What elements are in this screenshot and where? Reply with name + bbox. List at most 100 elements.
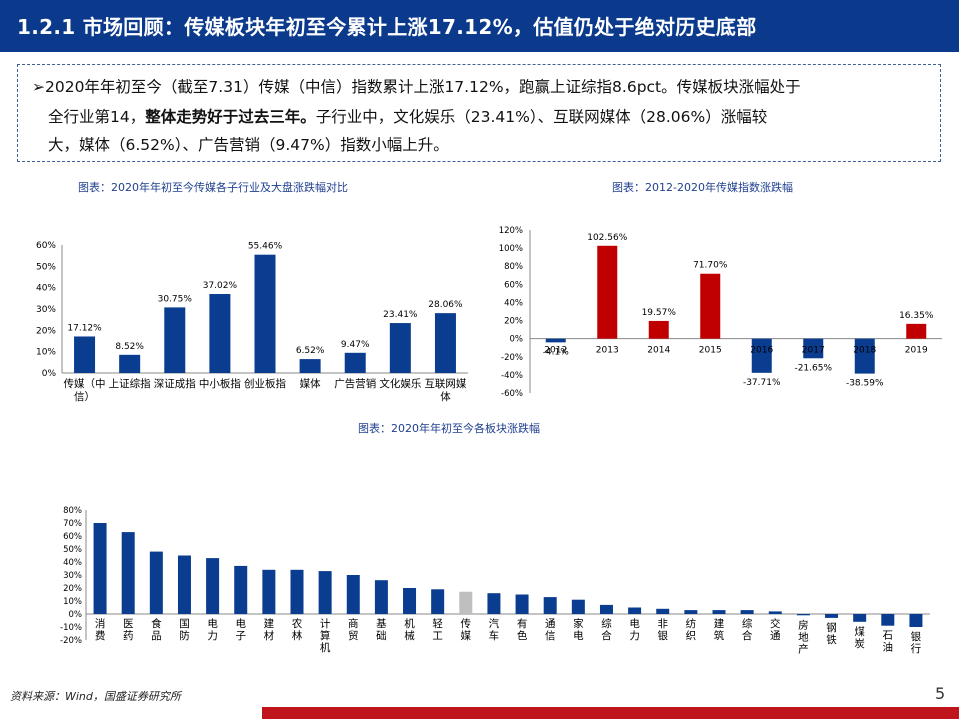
chart3-category-label-char: 电 [235, 617, 246, 630]
page-number: 5 [935, 684, 946, 703]
chart1-category-label: 创业板指 [244, 377, 286, 390]
chart3-category-label-char: 合 [742, 629, 753, 642]
chart2-y-tick-label: 80% [504, 262, 523, 272]
chart3-category-label-char: 通 [770, 630, 781, 642]
chart3-category-label-char: 力 [207, 629, 218, 642]
chart3-bar [712, 610, 726, 614]
chart3-category-label-char: 银 [911, 630, 922, 643]
chart1-data-label: 30.75% [158, 294, 193, 304]
chart-subindustry-comparison: 0% 10% 20% 30% 40% 50% 60% 17.12% 传媒（中信） 8.52% 上证综… [36, 241, 468, 403]
chart3-bar [234, 565, 248, 614]
chart1-category-label: 深证成指 [154, 377, 196, 390]
chart3-category-label-char: 子 [235, 630, 246, 642]
chart3-category-label-char: 汽 [489, 617, 500, 630]
chart2-data-label: -37.71% [743, 378, 781, 388]
chart2-bar [751, 338, 772, 373]
chart3-category-label-char: 础 [376, 630, 387, 642]
chart3-category-label-char: 合 [601, 629, 612, 642]
chart2-category-label: 2019 [905, 346, 928, 356]
chart3-category-label-char: 油 [883, 641, 894, 654]
summary-line-2-bold: 整体走势好于过去三年。 [145, 108, 316, 126]
chart3-category-label-char: 商 [348, 617, 359, 630]
chart1-data-label: 28.06% [428, 300, 463, 310]
chart3-y-tick-label: 40% [63, 558, 82, 568]
summary-line-2-post: 子行业中，文化娱乐（23.41%）、互联网媒体（28.06%）涨幅较 [315, 108, 768, 126]
chart3-category-label-char: 消 [95, 617, 106, 630]
title-banner: 1.2.1 市场回顾：传媒板块年初至今累计上涨17.12%，估值仍处于绝对历史底… [0, 0, 959, 52]
chart3-category-label-char: 产 [798, 642, 809, 655]
chart3-category-label-char: 钢 [826, 621, 837, 634]
chart2-title: 图表：2012-2020年传媒指数涨跌幅 [612, 181, 793, 194]
summary-line-3: 大，媒体（6.52%）、广告营销（9.47%）指数小幅上升。 [48, 136, 449, 154]
chart3-category-label-char: 交 [770, 617, 781, 630]
chart3-category-label-char: 综 [601, 617, 612, 630]
chart3-category-label-char: 媒 [461, 629, 472, 642]
chart1-y-tick-label: 50% [36, 262, 56, 272]
chart3-bar [346, 575, 360, 614]
chart3-y-tick-label: 10% [63, 597, 82, 607]
chart3-bar [768, 611, 782, 614]
footer-accent-bar [262, 707, 959, 719]
chart1-category-label: 体 [440, 391, 451, 403]
chart3-bar [796, 614, 810, 616]
chart1-category-label: 媒体 [300, 377, 321, 390]
chart3-category-label-char: 农 [292, 617, 303, 630]
chart3-y-tick-label: -10% [60, 623, 82, 633]
chart1-bar [299, 359, 321, 373]
chart3-bar [656, 608, 670, 614]
chart2-y-tick-label: 100% [499, 244, 523, 254]
chart3-category-label-char: 机 [404, 617, 415, 630]
chart2-bar [597, 245, 618, 339]
chart3-category-label-char: 有 [517, 617, 528, 630]
summary-line-1: ➢2020年年初至今（截至7.31）传媒（中信）指数累计上涨17.12%，跑赢上… [32, 78, 801, 96]
chart2-data-label: 71.70% [693, 261, 728, 271]
chart2-data-label: -21.65% [794, 363, 832, 373]
chart3-bar [853, 614, 867, 622]
chart3-category-label-char: 材 [264, 629, 275, 642]
chart3-y-tick-label: 50% [63, 545, 82, 555]
chart1-data-label: 17.12% [67, 323, 102, 333]
chart3-category-label-char: 色 [517, 629, 528, 642]
chart1-bar [74, 336, 96, 373]
chart1-data-label: 55.46% [248, 242, 283, 252]
chart3-bar [177, 555, 191, 614]
summary-line-2-pre: 全行业第14， [48, 108, 146, 126]
chart3-category-label-char: 铁 [826, 633, 837, 646]
chart2-y-tick-label: 20% [504, 317, 523, 327]
chart3-bar [403, 588, 417, 614]
chart2-bar [648, 320, 669, 339]
chart2-bar [803, 338, 824, 359]
chart3-bar [599, 604, 613, 614]
chart3-bar [881, 614, 895, 626]
chart3-bar [262, 569, 276, 614]
chart3-category-label-char: 建 [714, 617, 725, 630]
chart3-category-label-char: 国 [179, 618, 190, 630]
chart3-category-label-char: 非 [657, 618, 668, 630]
chart1-bar [164, 307, 186, 373]
chart1-category-label: 信） [74, 391, 95, 403]
chart3-category-label-char: 林 [292, 629, 303, 642]
chart3-y-tick-label: 20% [63, 584, 82, 594]
chart1-bar [434, 313, 456, 373]
chart3-category-label-char: 传 [461, 618, 472, 630]
chart1-bar [344, 352, 366, 373]
chart2-bar [700, 273, 721, 339]
chart3-title: 图表：2020年年初至今各板块涨跌幅 [358, 422, 540, 435]
chart2-data-label: 16.35% [899, 311, 934, 321]
chart3-y-tick-label: 30% [63, 571, 82, 581]
chart1-data-label: 8.52% [115, 342, 144, 352]
chart3-category-label-char: 食 [151, 617, 162, 630]
chart2-y-tick-label: 0% [510, 335, 524, 345]
chart3-bar [543, 597, 557, 614]
chart3-category-label-char: 工 [432, 630, 443, 642]
chart3-category-label-char: 房 [798, 618, 809, 631]
chart2-category-label: 2018 [853, 346, 876, 356]
chart3-category-label-char: 综 [742, 617, 753, 630]
chart3-y-tick-label: 60% [63, 532, 82, 542]
chart2-category-label: 2012 [544, 346, 567, 356]
chart3-y-tick-label: -20% [60, 636, 82, 646]
chart3-category-label-char: 电 [207, 617, 218, 630]
chart3-bar [740, 610, 754, 614]
chart2-y-tick-label: 120% [499, 226, 523, 236]
chart3-category-label-char: 炭 [854, 638, 865, 650]
